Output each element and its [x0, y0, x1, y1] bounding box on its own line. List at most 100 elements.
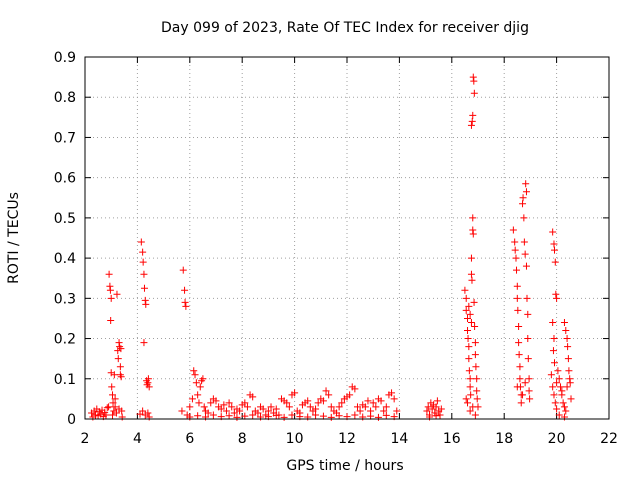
chart-title: Day 099 of 2023, Rate Of TEC Index for r… [161, 20, 529, 36]
data-point [465, 343, 473, 351]
data-point [196, 383, 204, 391]
data-point [464, 327, 472, 335]
data-point [113, 290, 121, 298]
data-point [549, 318, 557, 326]
data-point [549, 347, 557, 355]
data-point [467, 254, 475, 262]
data-point [364, 397, 372, 405]
data-point [469, 73, 477, 81]
data-point [241, 399, 249, 407]
data-point [186, 403, 194, 411]
data-point [515, 351, 523, 359]
data-point [551, 399, 559, 407]
data-point [254, 409, 262, 417]
data-point [461, 286, 469, 294]
data-point [111, 403, 119, 411]
data-point [195, 399, 203, 407]
data-point [351, 385, 359, 393]
data-point [436, 411, 444, 419]
y-tick-label: 0.6 [54, 171, 76, 187]
data-point [467, 121, 475, 129]
data-point [567, 395, 575, 403]
data-point [470, 298, 478, 306]
data-point [471, 351, 479, 359]
y-tick-label: 0.2 [54, 332, 76, 348]
grid-lines [85, 57, 609, 419]
x-tick-label: 12 [338, 431, 356, 447]
data-point [521, 379, 529, 387]
data-point [312, 411, 320, 419]
data-point [555, 375, 563, 383]
data-point [516, 375, 524, 383]
data-point [555, 411, 563, 419]
data-point [522, 180, 530, 188]
x-tick-label: 4 [133, 431, 142, 447]
data-point [468, 117, 476, 125]
x-tick-label: 10 [286, 431, 304, 447]
data-point [144, 375, 152, 383]
data-point [467, 318, 475, 326]
data-point [249, 411, 257, 419]
y-tick-label: 0.3 [54, 291, 76, 307]
data-point [516, 363, 524, 371]
axis-ticks: 2 4 6 8 10 12 14 16 18 20 22 0 0.1 0.2 0.3 0.4 0.5 0.6 0.7… [54, 50, 618, 447]
data-point [280, 413, 288, 421]
data-point [283, 399, 291, 407]
data-point [513, 266, 521, 274]
data-point [566, 375, 574, 383]
data-point [562, 327, 570, 335]
data-point [469, 230, 477, 238]
data-point [233, 413, 241, 421]
data-point [212, 397, 220, 405]
data-point [178, 407, 186, 415]
data-point [465, 302, 473, 310]
data-point [346, 391, 354, 399]
data-point [140, 339, 148, 347]
data-point [106, 282, 114, 290]
data-point [524, 335, 532, 343]
data-point [285, 403, 293, 411]
data-point [473, 375, 481, 383]
data-point [462, 395, 470, 403]
data-point [513, 294, 521, 302]
data-point [432, 403, 440, 411]
data-point [243, 403, 251, 411]
data-point [509, 226, 517, 234]
x-tick-label: 22 [600, 431, 618, 447]
data-point [470, 89, 478, 97]
data-point [249, 393, 257, 401]
data-point [137, 238, 145, 246]
data-point [566, 379, 574, 387]
data-point [562, 407, 570, 415]
data-point [325, 391, 333, 399]
data-point [204, 409, 212, 417]
data-point [464, 399, 472, 407]
x-tick-label: 2 [81, 431, 90, 447]
data-point [428, 405, 436, 413]
data-point [424, 403, 432, 411]
data-point [200, 403, 208, 411]
y-tick-label: 0.5 [54, 211, 76, 227]
data-point [433, 397, 441, 405]
data-point [549, 228, 557, 236]
data-point [111, 395, 119, 403]
data-point [327, 413, 335, 421]
data-point [306, 403, 314, 411]
data-point [117, 373, 125, 381]
data-point [272, 411, 280, 419]
data-point [390, 395, 398, 403]
data-point [225, 399, 233, 407]
data-point [524, 310, 532, 318]
data-point [312, 405, 320, 413]
data-point [319, 397, 327, 405]
data-point [194, 412, 202, 420]
data-point [259, 405, 267, 413]
data-point [513, 383, 521, 391]
data-point [369, 399, 377, 407]
data-points [88, 73, 575, 421]
data-point [217, 405, 225, 413]
data-point [207, 399, 215, 407]
data-point [380, 407, 388, 415]
data-point [468, 276, 476, 284]
